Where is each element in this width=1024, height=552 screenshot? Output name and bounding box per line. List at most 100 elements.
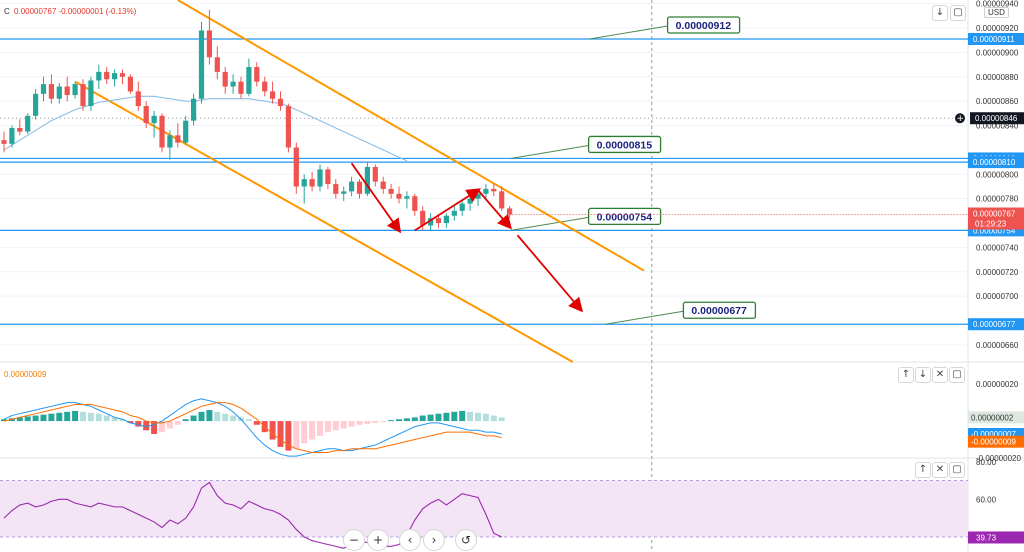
macd-histogram-bar: [48, 413, 55, 422]
level-price-tag: [968, 33, 1024, 46]
change-header: -0.00000001 (-0.13%): [58, 7, 137, 16]
macd-histogram-bar: [151, 421, 158, 434]
candle-body: [127, 76, 133, 92]
candle-body: [483, 188, 489, 194]
macd-histogram-bar: [56, 412, 63, 422]
candle-body: [380, 181, 386, 189]
candle-body: [112, 73, 118, 80]
scroll-down-button[interactable]: ↓: [933, 6, 947, 20]
candle-body: [277, 98, 284, 107]
candle-body: [428, 218, 434, 226]
price-tick-label: 0.00000840: [976, 122, 1019, 131]
channel-line: [177, 0, 645, 272]
candle-body: [88, 80, 94, 107]
price-tick-label: 0.00000700: [976, 292, 1019, 301]
macd-histogram-bar: [340, 421, 347, 429]
zoom-out-button[interactable]: −: [344, 530, 364, 550]
rsi-move-up-button[interactable]: ↑: [916, 463, 930, 477]
price-tick-label: 0.00000920: [976, 24, 1019, 33]
macd-histogram-bar: [190, 415, 197, 422]
macd-histogram-bar: [143, 421, 150, 431]
zoom-in-button[interactable]: +: [368, 530, 388, 550]
macd-histogram-bar: [214, 411, 221, 422]
candle-body: [301, 179, 307, 187]
rsi-close-button[interactable]: ✕: [933, 463, 947, 477]
level-price-label: 0.00000754: [973, 226, 1016, 235]
macd-histogram-bar: [16, 417, 23, 422]
rsi-band: [0, 480, 968, 537]
macd-tick-label: 0.00000020: [976, 380, 1019, 389]
candle-body: [372, 166, 378, 182]
macd-maximize-button[interactable]: ▢: [950, 368, 964, 382]
macd-histogram-bar: [174, 421, 181, 425]
macd-histogram-bar: [40, 414, 47, 422]
rsi-value-tag: [968, 531, 1024, 544]
channel-line: [74, 80, 574, 363]
rsi-line: [3, 481, 502, 549]
macd-histogram-bar: [245, 419, 252, 422]
signal-line: [3, 402, 502, 453]
maximize-main-pane-button[interactable]: ▢: [951, 6, 965, 20]
last-price-header: 0.00000767: [14, 7, 57, 16]
macd-histogram-bar: [293, 421, 300, 449]
candle-body: [96, 71, 102, 81]
level-callout-box: [666, 16, 741, 34]
macd-histogram-bar: [467, 411, 474, 422]
macd-histogram-bar: [451, 411, 458, 422]
candle-body: [183, 120, 189, 143]
macd-histogram-bar: [206, 410, 213, 422]
rsi-maximize-button[interactable]: ▢: [950, 463, 964, 477]
candle-body: [151, 115, 157, 124]
macd-close-button[interactable]: ✕: [933, 368, 947, 382]
candle-body: [80, 84, 86, 107]
macd-value-tag: [968, 411, 1024, 424]
candle-body: [167, 135, 173, 148]
macd-histogram-bar: [285, 421, 292, 451]
bar-countdown-label: 01:29:23: [975, 220, 1007, 229]
candle-body: [491, 188, 497, 192]
price-tick-label: 0.00000660: [976, 341, 1019, 350]
candle-body: [230, 81, 236, 87]
macd-move-down-button[interactable]: ↓: [916, 368, 930, 382]
macd-histogram-bar: [24, 416, 31, 422]
scroll-right-button[interactable]: ›: [424, 530, 444, 550]
candle-body: [396, 193, 402, 199]
candle-body: [317, 169, 323, 187]
macd-histogram-bar: [403, 418, 410, 422]
macd-histogram-bar: [269, 421, 276, 440]
macd-histogram-bar: [277, 421, 284, 447]
reset-view-button[interactable]: ↺: [456, 530, 476, 550]
candle-body: [72, 84, 78, 96]
macd-histogram-bar: [198, 411, 205, 422]
macd-histogram-bar: [253, 421, 260, 425]
macd-move-up-button[interactable]: ↑: [899, 368, 913, 382]
candle-body: [191, 98, 197, 121]
price-tick-label: 0.00000720: [976, 268, 1019, 277]
macd-value-label: -0.00000007: [971, 430, 1016, 439]
macd-histogram-bar: [166, 421, 173, 429]
macd-histogram-bar: [459, 410, 466, 422]
candle-body: [17, 127, 23, 132]
candle-body: [443, 215, 449, 224]
macd-histogram-bar: [324, 421, 331, 433]
candle-body: [341, 191, 347, 194]
candle-body: [135, 91, 141, 107]
candle-body: [507, 208, 513, 215]
candle-body: [285, 106, 291, 148]
last-price-label: 0.00000767: [973, 210, 1016, 219]
currency-selector[interactable]: USD: [984, 7, 1009, 18]
price-tick-label: 0.00000780: [976, 195, 1019, 204]
macd-histogram-bar: [443, 412, 450, 422]
macd-histogram-bar: [427, 414, 434, 422]
candle-body: [119, 73, 126, 77]
candle-body: [467, 198, 473, 204]
candle-body: [214, 57, 220, 72]
candle-body: [412, 196, 418, 211]
scroll-left-button[interactable]: ‹: [400, 530, 420, 550]
macd-histogram-bar: [396, 419, 402, 422]
candle-body: [198, 30, 205, 99]
level-callout-label: 0.00000754: [597, 211, 653, 223]
crosshair-plus-glyph: +: [957, 114, 965, 124]
macd-line: [3, 398, 502, 457]
